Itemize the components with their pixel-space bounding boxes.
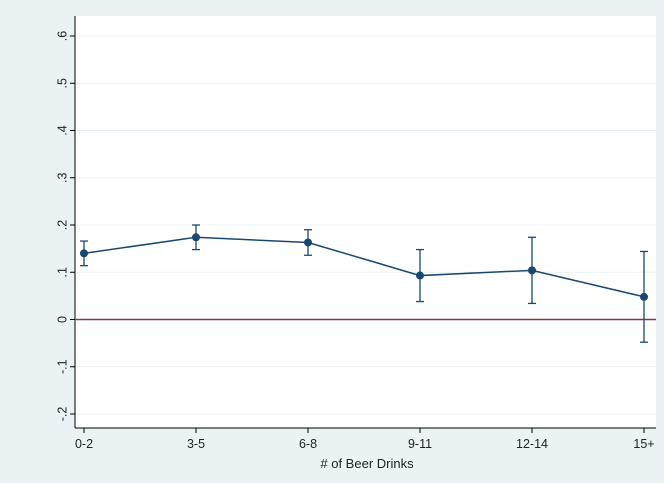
x-tick-label: 12-14 xyxy=(516,437,548,451)
y-tick-label: .1 xyxy=(55,267,69,277)
y-tick-label: .2 xyxy=(55,220,69,230)
data-points xyxy=(80,233,648,301)
x-tick-label: 3-5 xyxy=(187,437,205,451)
data-point xyxy=(304,238,312,247)
y-tick-label: .5 xyxy=(55,78,69,88)
x-tick-label: 9-11 xyxy=(408,437,432,451)
x-tick-label: 0-2 xyxy=(75,437,93,451)
y-tick-label: 0 xyxy=(55,316,69,323)
data-point xyxy=(640,292,648,301)
x-tick-label: 6-8 xyxy=(299,437,317,451)
y-tick-label: -.1 xyxy=(55,359,69,374)
y-axis-ticks: -.2 -.1 0 .1 .2 .3 .4 .5 .6 xyxy=(55,31,75,422)
y-tick-label: -.2 xyxy=(55,407,69,422)
y-tick-label: .3 xyxy=(55,172,69,182)
plot-area xyxy=(75,16,656,428)
data-point xyxy=(416,271,424,280)
x-tick-label: 15+ xyxy=(633,437,654,451)
series-line xyxy=(83,236,645,298)
data-point xyxy=(192,233,200,242)
data-point xyxy=(80,249,88,258)
x-axis-ticks: 0-2 3-5 6-8 9-11 12-14 15+ xyxy=(75,428,655,451)
data-point xyxy=(528,266,536,275)
y-tick-label: .4 xyxy=(55,125,69,135)
x-axis-title: # of Beer Drinks xyxy=(320,456,414,471)
series-line-group xyxy=(83,236,645,298)
y-tick-label: .6 xyxy=(55,31,69,41)
